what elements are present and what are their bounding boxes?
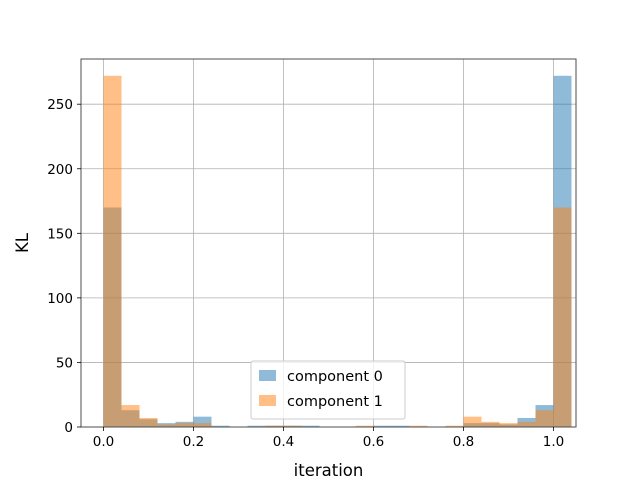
bar-series-1-bin-17 — [409, 425, 428, 427]
bar-series-1-bin-23 — [517, 421, 536, 427]
bar-series-0-bin-16 — [391, 425, 410, 427]
bar-series-1-bin-14 — [355, 425, 374, 427]
bar-series-1-bin-5 — [193, 423, 212, 427]
bar-series-1-bin-4 — [175, 423, 194, 427]
bar-series-0-bin-6 — [211, 425, 230, 427]
legend-box — [250, 360, 406, 420]
x-axis-label: iteration — [294, 461, 364, 480]
bar-series-1-bin-1 — [121, 405, 140, 427]
y-tick-label: 150 — [47, 226, 73, 242]
bar-series-1-bin-0 — [103, 75, 122, 428]
bar-series-0-bin-5 — [193, 416, 212, 427]
bar-series-1-bin-10 — [283, 425, 302, 427]
bar-series-1-bin-20 — [463, 416, 482, 427]
bar-series-0-bin-11 — [301, 425, 320, 427]
bar-series-1-bin-21 — [481, 421, 500, 427]
bar-series-1-bin-2 — [139, 417, 158, 427]
bar-series-0-bin-8 — [247, 425, 266, 427]
x-tick-label: 1.0 — [543, 434, 564, 450]
bar-series-1-bin-25 — [553, 207, 572, 427]
x-tick-label: 0.8 — [453, 434, 474, 450]
bar-series-1-bin-19 — [445, 425, 464, 427]
x-tick-label: 0.2 — [183, 434, 204, 450]
plot-frame — [80, 58, 577, 428]
y-axis-label: KL — [13, 232, 32, 253]
bar-series-1-bin-9 — [265, 425, 284, 427]
legend: component 0 component 1 — [250, 360, 406, 420]
legend-swatch — [259, 395, 276, 406]
y-tick-label: 250 — [47, 97, 73, 113]
legend-label: component 0 — [287, 369, 383, 385]
bars — [103, 75, 572, 428]
bar-series-1-bin-22 — [499, 423, 518, 427]
y-tick-label: 100 — [47, 291, 73, 307]
bar-series-1-bin-3 — [157, 424, 176, 427]
x-tick-label: 0.0 — [93, 434, 114, 450]
bar-series-1-bin-24 — [535, 410, 554, 427]
x-tick-label: 0.4 — [273, 434, 294, 450]
grid-lines — [81, 59, 576, 428]
bar-series-0-bin-15 — [373, 425, 392, 427]
y-tick-label: 0 — [64, 420, 73, 436]
x-tick-label: 0.6 — [363, 434, 384, 450]
axis-ticks: 0.0 0.2 0.4 0.6 0.8 1.0 0 50 100 150 200 250 — [47, 97, 564, 450]
legend-label: component 1 — [287, 394, 383, 410]
y-tick-label: 200 — [47, 162, 73, 178]
legend-swatch — [259, 370, 276, 381]
y-tick-label: 50 — [56, 355, 73, 371]
